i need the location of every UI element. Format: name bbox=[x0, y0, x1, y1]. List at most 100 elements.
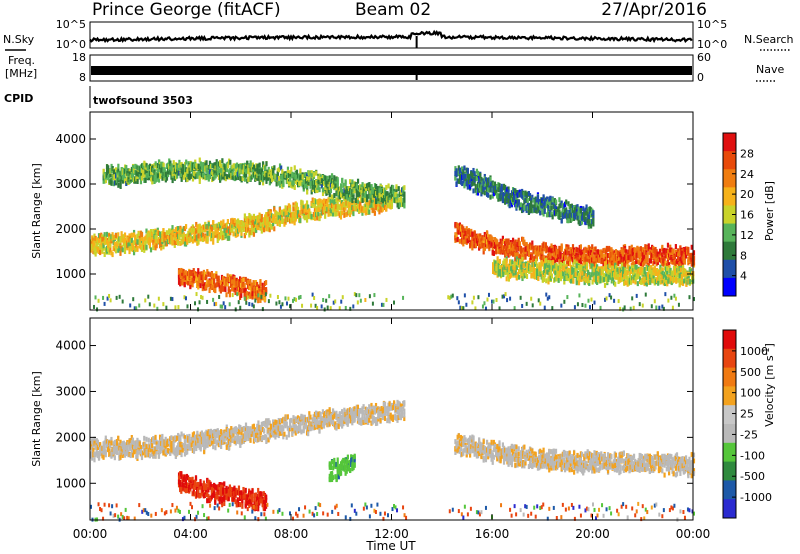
data-cell bbox=[102, 175, 105, 181]
data-cell bbox=[638, 270, 642, 276]
data-cell bbox=[267, 221, 270, 227]
data-cell bbox=[579, 267, 582, 273]
data-cell bbox=[626, 263, 629, 269]
data-cell bbox=[338, 186, 342, 192]
data-cell bbox=[464, 177, 467, 183]
data-cell bbox=[650, 272, 653, 278]
data-cell bbox=[195, 221, 198, 227]
data-cell bbox=[665, 253, 668, 259]
data-cell bbox=[689, 254, 692, 260]
data-cell bbox=[243, 176, 247, 182]
data-cell bbox=[478, 233, 481, 239]
data-cell bbox=[350, 206, 353, 212]
data-cell bbox=[215, 273, 218, 279]
data-cell bbox=[607, 276, 610, 282]
data-cell bbox=[327, 211, 330, 217]
data-cell bbox=[240, 177, 243, 183]
data-cell bbox=[110, 238, 113, 244]
data-cell bbox=[241, 283, 244, 289]
data-cell bbox=[513, 245, 516, 251]
data-cell bbox=[541, 272, 544, 278]
data-cell bbox=[292, 202, 295, 208]
data-cell bbox=[355, 192, 359, 198]
data-cell bbox=[169, 169, 172, 175]
data-cell bbox=[295, 205, 298, 211]
data-cell bbox=[208, 279, 211, 285]
data-cell bbox=[376, 190, 379, 196]
data-cell bbox=[196, 282, 199, 288]
data-cell bbox=[250, 166, 253, 172]
data-cell bbox=[338, 189, 342, 195]
data-cell bbox=[365, 194, 369, 200]
data-cell bbox=[146, 235, 149, 241]
data-cell bbox=[145, 228, 148, 234]
data-cell bbox=[454, 166, 457, 172]
data-cell bbox=[365, 185, 369, 191]
data-cell bbox=[238, 171, 241, 177]
data-cell bbox=[525, 264, 529, 270]
data-cell bbox=[135, 238, 138, 244]
data-cell bbox=[123, 248, 127, 254]
data-cell bbox=[557, 249, 560, 255]
data-cell bbox=[333, 193, 336, 199]
data-cell bbox=[184, 241, 188, 247]
data-cell bbox=[497, 267, 500, 273]
data-cell bbox=[498, 258, 501, 264]
data-cell bbox=[210, 271, 213, 277]
data-cell bbox=[341, 188, 344, 194]
data-cell bbox=[231, 217, 234, 223]
data-cell bbox=[306, 189, 309, 195]
data-cell bbox=[219, 176, 222, 182]
data-cell bbox=[261, 290, 264, 296]
data-cell bbox=[164, 240, 167, 246]
data-cell bbox=[204, 165, 207, 171]
data-cell bbox=[179, 225, 182, 231]
data-cell bbox=[303, 212, 306, 218]
data-cell bbox=[241, 169, 244, 175]
data-cell bbox=[331, 207, 335, 213]
data-cell bbox=[188, 274, 191, 280]
data-cell bbox=[593, 246, 596, 252]
data-cell bbox=[575, 263, 578, 269]
data-cell bbox=[258, 288, 261, 294]
data-cell bbox=[617, 250, 620, 256]
data-cell bbox=[463, 238, 466, 244]
data-cell bbox=[517, 240, 520, 246]
data-cell bbox=[233, 176, 236, 182]
data-cell bbox=[633, 265, 636, 271]
data-cell bbox=[481, 189, 484, 195]
data-cell bbox=[186, 271, 190, 277]
data-cell bbox=[109, 242, 112, 248]
data-cell bbox=[260, 289, 263, 295]
data-cell bbox=[556, 253, 559, 259]
data-cell bbox=[645, 249, 648, 255]
data-cell bbox=[283, 174, 286, 180]
data-cell bbox=[232, 224, 235, 230]
data-cell bbox=[373, 186, 377, 192]
data-cell bbox=[340, 199, 344, 205]
data-cell bbox=[150, 169, 153, 175]
data-cell bbox=[485, 239, 489, 245]
data-cell bbox=[182, 168, 186, 174]
data-cell bbox=[252, 280, 255, 286]
data-cell bbox=[240, 277, 243, 283]
data-cell bbox=[173, 168, 176, 174]
data-cell bbox=[533, 261, 537, 267]
data-cell bbox=[501, 235, 504, 241]
data-cell bbox=[124, 164, 127, 170]
data-cell bbox=[456, 178, 459, 184]
data-cell bbox=[212, 220, 215, 226]
data-cell bbox=[628, 277, 632, 283]
data-cell bbox=[522, 239, 525, 245]
data-cell bbox=[599, 278, 602, 284]
data-cell bbox=[643, 269, 646, 275]
data-cell bbox=[277, 175, 281, 181]
data-cell bbox=[336, 179, 339, 185]
data-cell bbox=[611, 255, 614, 261]
data-cell bbox=[189, 231, 192, 237]
data-cell bbox=[541, 246, 544, 252]
data-cell bbox=[397, 197, 400, 203]
data-cell bbox=[636, 269, 639, 275]
data-cell bbox=[268, 227, 271, 233]
data-cell bbox=[473, 243, 476, 249]
